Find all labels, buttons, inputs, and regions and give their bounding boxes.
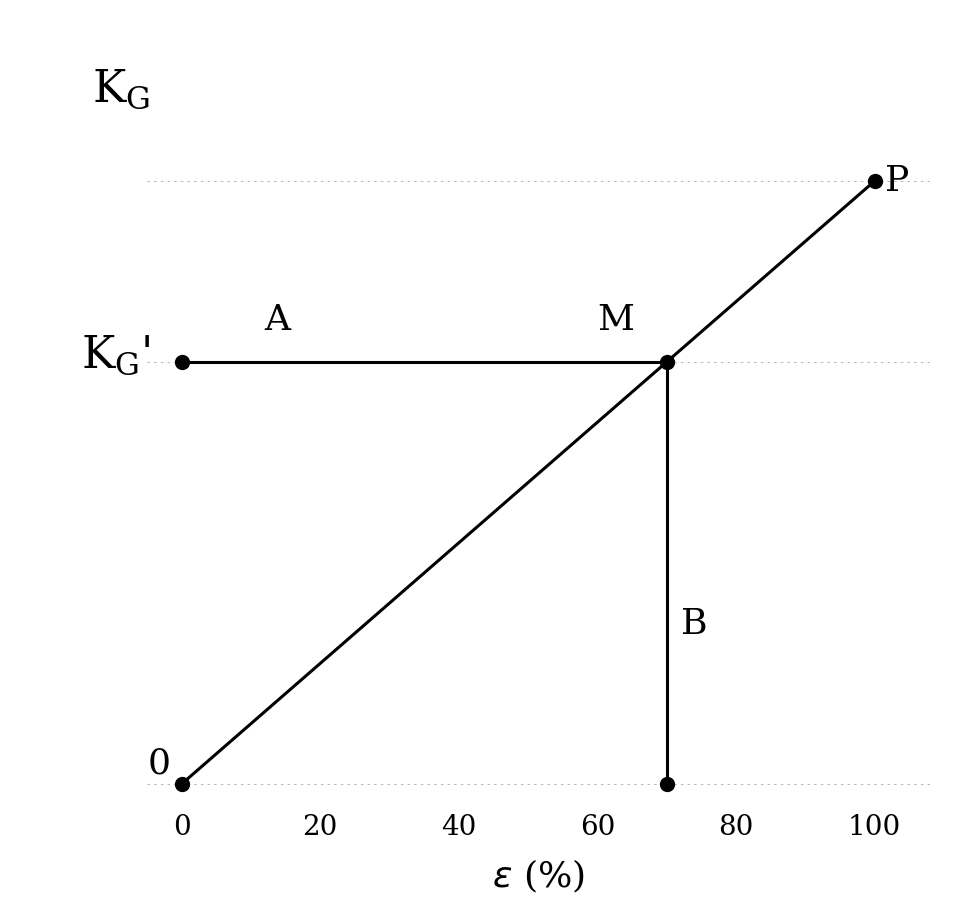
- Point: [658, 776, 674, 791]
- Text: P: P: [884, 164, 909, 198]
- Text: B: B: [680, 607, 706, 640]
- Text: K$_\mathregular{G}$': K$_\mathregular{G}$': [80, 333, 151, 376]
- Point: [173, 355, 189, 369]
- Text: A: A: [264, 303, 290, 337]
- Point: [866, 174, 881, 189]
- X-axis label: $\varepsilon$ (%): $\varepsilon$ (%): [492, 858, 584, 895]
- Point: [173, 776, 189, 791]
- Text: M: M: [597, 303, 634, 337]
- Text: K$_\mathregular{G}$: K$_\mathregular{G}$: [92, 67, 151, 111]
- Text: 0: 0: [148, 746, 171, 781]
- Point: [658, 355, 674, 369]
